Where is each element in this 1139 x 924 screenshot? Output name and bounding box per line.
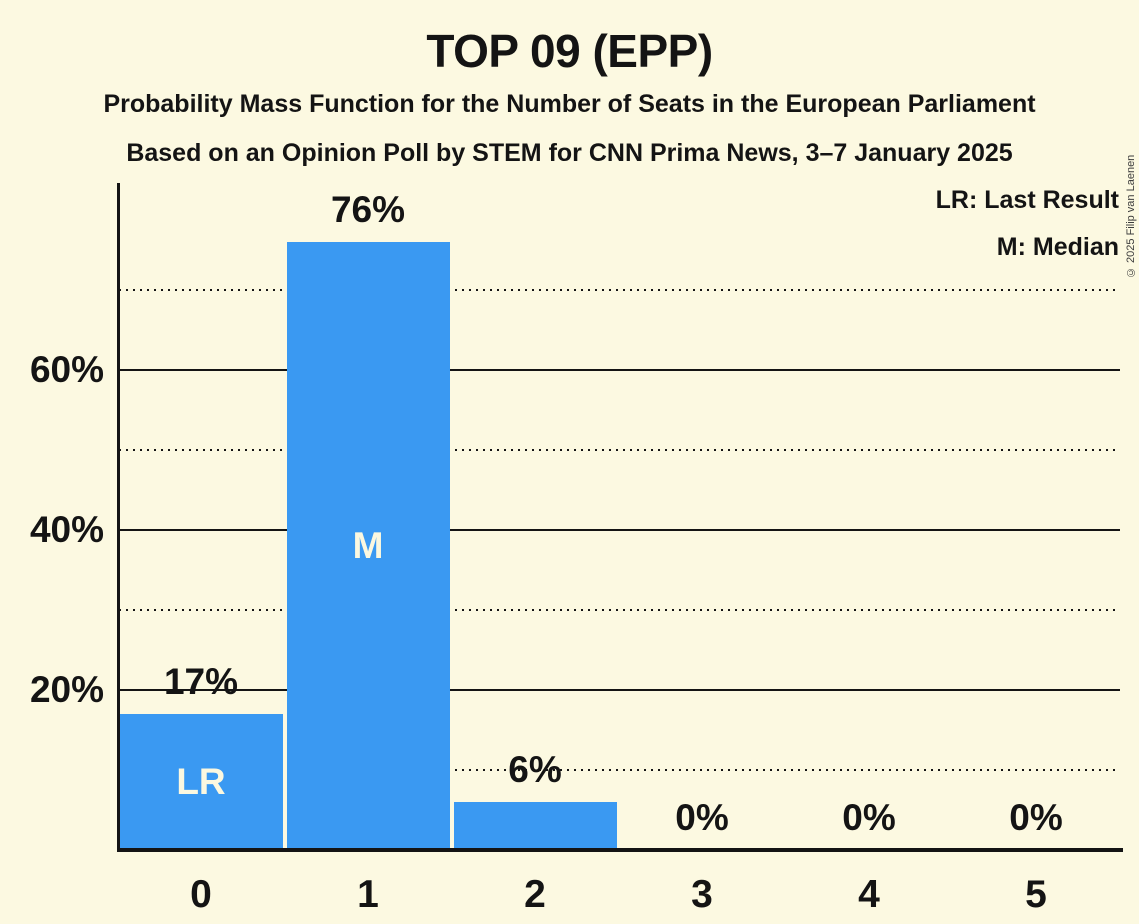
y-axis-line [117, 183, 120, 850]
gridline-dotted-70 [119, 289, 1120, 291]
x-tick-label-1: 1 [357, 873, 379, 916]
x-tick-label-2: 2 [524, 873, 546, 916]
bar-annotation-m: M [352, 525, 384, 566]
x-tick-label-3: 3 [691, 873, 713, 916]
chart-subtitle-source: Based on an Opinion Poll by STEM for CNN… [126, 139, 1013, 167]
bar-value-label-1: 76% [330, 189, 406, 230]
x-axis-line [117, 848, 1123, 852]
y-tick-label-20: 20% [29, 669, 104, 710]
y-tick-label-60: 60% [29, 349, 104, 390]
bar-2 [453, 802, 617, 849]
gridline-solid-60 [119, 369, 1120, 371]
chart-title: TOP 09 (EPP) [426, 25, 713, 77]
legend-median: M: Median [996, 233, 1119, 261]
y-tick-label-40: 40% [29, 509, 104, 550]
bar-1 [286, 242, 450, 849]
bar-value-label-0: 17% [163, 661, 239, 702]
x-tick-label-4: 4 [858, 873, 880, 916]
bar-value-label-5: 0% [1009, 797, 1063, 838]
bar-0 [119, 714, 283, 849]
x-tick-label-0: 0 [190, 873, 212, 916]
bar-annotation-lr: LR [176, 761, 226, 802]
gridline-dotted-30 [119, 609, 1120, 611]
gridline-solid-20 [119, 689, 1120, 691]
gridline-dotted-50 [119, 449, 1120, 451]
gridline-solid-40 [119, 529, 1120, 531]
gridline-dotted-10 [119, 769, 1120, 771]
x-tick-label-5: 5 [1025, 873, 1047, 916]
copyright-text: © 2025 Filip van Laenen [1125, 154, 1137, 278]
chart-subtitle: Probability Mass Function for the Number… [103, 90, 1036, 118]
bar-value-label-3: 0% [675, 797, 729, 838]
bar-value-label-2: 6% [508, 749, 562, 790]
bar-value-label-4: 0% [842, 797, 896, 838]
legend-last-result: LR: Last Result [935, 186, 1119, 214]
